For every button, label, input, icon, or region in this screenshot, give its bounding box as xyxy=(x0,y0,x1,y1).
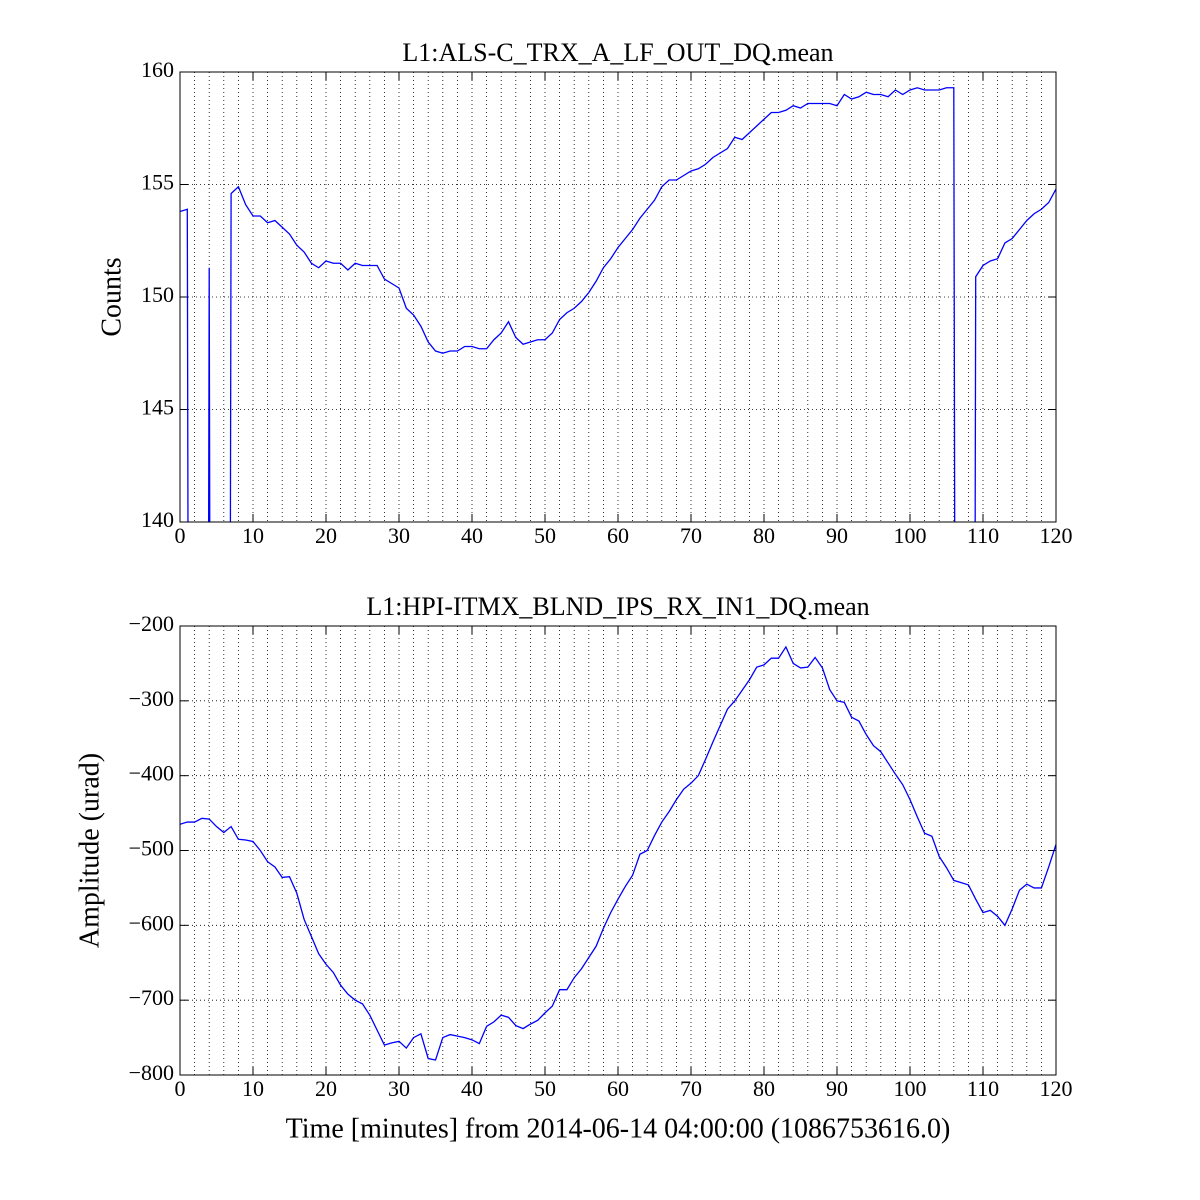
x-tick-label: 70 xyxy=(680,1076,702,1101)
y-tick-label: 150 xyxy=(141,282,174,307)
x-tick-label: 40 xyxy=(461,523,483,548)
axes-frame xyxy=(179,71,1057,523)
axes-frame xyxy=(179,625,1057,1076)
x-tick-label: 120 xyxy=(1040,523,1073,548)
x-tick-label: 80 xyxy=(753,1076,775,1101)
series-line xyxy=(180,87,1056,522)
y-tick-label: −500 xyxy=(129,836,174,861)
y-tick-label: −600 xyxy=(129,910,174,935)
y-axis-label: Amplitude (urad) xyxy=(74,753,105,948)
y-tick-label: −700 xyxy=(129,985,174,1010)
axes: 0 10 20 30 40 50 60 70 80 90 100 110 120 140 145 150 155… xyxy=(96,38,1073,548)
x-tick-label: 0 xyxy=(175,523,186,548)
x-tick-label: 110 xyxy=(967,1076,999,1101)
x-tick-label: 20 xyxy=(315,1076,337,1101)
x-tick-label: 70 xyxy=(680,523,702,548)
chart-title: L1:HPI-ITMX_BLND_IPS_RX_IN1_DQ.mean xyxy=(366,592,869,621)
x-tick-label: 80 xyxy=(753,523,775,548)
y-tick-label: 140 xyxy=(141,507,174,532)
series-line xyxy=(180,645,1056,1061)
x-tick-label: 10 xyxy=(242,1076,264,1101)
x-tick-label: 30 xyxy=(388,523,410,548)
y-axis-label: Counts xyxy=(96,257,127,336)
x-tick-label: 110 xyxy=(967,523,999,548)
y-tick-label: −800 xyxy=(129,1060,174,1085)
y-tick-label: 160 xyxy=(141,57,174,82)
x-tick-label: 50 xyxy=(534,1076,556,1101)
x-tick-label: 60 xyxy=(607,1076,629,1101)
x-tick-label: 120 xyxy=(1040,1076,1073,1101)
y-tick-label: −200 xyxy=(129,611,174,636)
x-tick-label: 0 xyxy=(175,1076,186,1101)
x-tick-label: 100 xyxy=(894,1076,927,1101)
x-tick-label: 90 xyxy=(826,523,848,548)
y-tick-label: 145 xyxy=(141,395,174,420)
x-tick-label: 10 xyxy=(242,523,264,548)
chart-title: L1:ALS-C_TRX_A_LF_OUT_DQ.mean xyxy=(402,38,833,67)
x-tick-label: 60 xyxy=(607,523,629,548)
y-tick-label: −300 xyxy=(129,686,174,711)
x-axis-label: Time [minutes] from 2014-06-14 04:00:00 … xyxy=(286,1113,951,1144)
y-tick-label: 155 xyxy=(141,170,174,195)
x-tick-label: 100 xyxy=(894,523,927,548)
x-tick-label: 30 xyxy=(388,1076,410,1101)
x-tick-label: 20 xyxy=(315,523,337,548)
x-tick-label: 90 xyxy=(826,1076,848,1101)
axes: 0 10 20 30 40 50 60 70 80 90 100 110 120 −800 −700 −600… xyxy=(74,592,1072,1144)
x-tick-label: 40 xyxy=(461,1076,483,1101)
y-tick-label: −400 xyxy=(129,761,174,786)
x-tick-label: 50 xyxy=(534,523,556,548)
